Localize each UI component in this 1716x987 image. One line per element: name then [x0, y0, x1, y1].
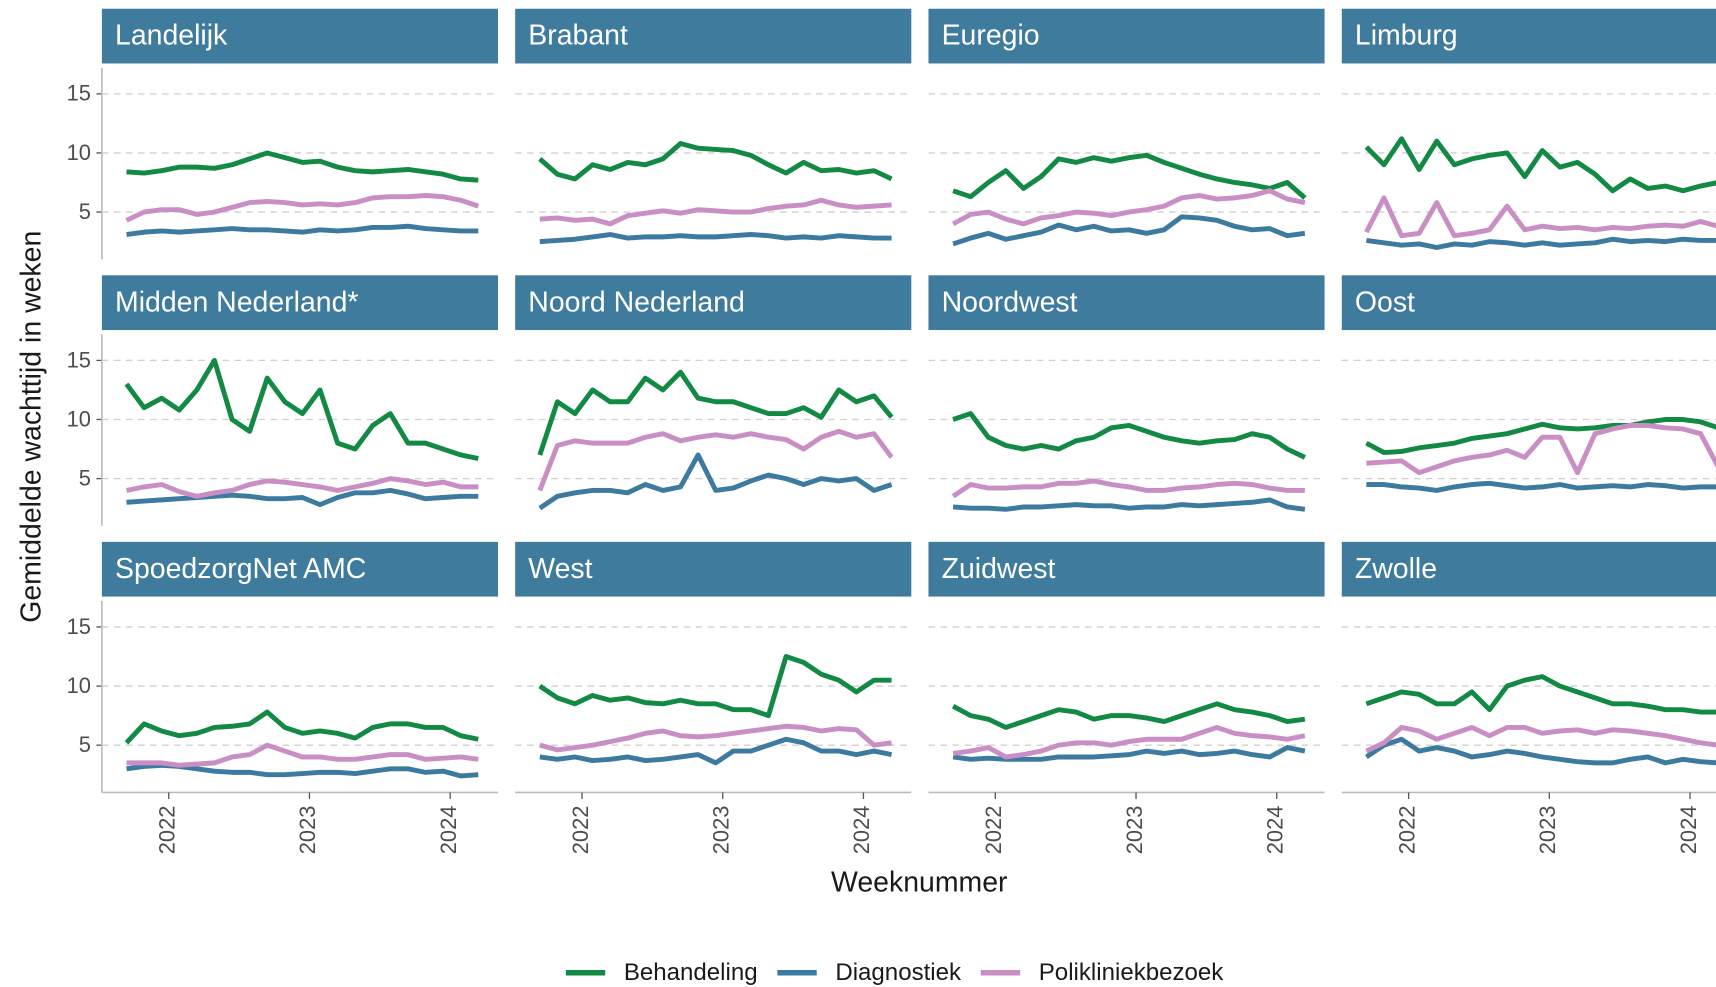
- facet-title: Landelijk: [115, 20, 228, 52]
- facet-title: Zwolle: [1355, 553, 1437, 585]
- facet-strip: [101, 541, 498, 597]
- facet-title: SpoedzorgNet AMC: [115, 553, 366, 585]
- facet-title: Brabant: [528, 20, 628, 52]
- y-tick-label: 10: [67, 140, 91, 165]
- facet-strip: [928, 275, 1325, 331]
- series-line: [126, 223, 479, 237]
- series-line: [952, 214, 1306, 247]
- x-tick-label: 2024: [1263, 806, 1288, 855]
- facet-strip: [928, 541, 1325, 597]
- series-line: [1365, 417, 1716, 456]
- x-tick-label: 2023: [709, 806, 734, 855]
- legend-label: Behandeling: [624, 959, 758, 986]
- x-tick-label: 2023: [1122, 806, 1147, 855]
- series-line: [126, 487, 479, 508]
- x-tick-label: 2022: [568, 806, 593, 855]
- y-tick-label: 5: [79, 199, 91, 224]
- facet-strip: [515, 275, 912, 331]
- y-tick-label: 15: [67, 614, 91, 639]
- y-tick-label: 10: [67, 406, 91, 431]
- facet-title: Noordwest: [942, 286, 1078, 318]
- facet-title: Oost: [1355, 286, 1415, 318]
- x-tick-label: 2023: [295, 806, 320, 855]
- series-line: [1366, 480, 1716, 493]
- series-line: [952, 497, 1306, 512]
- series-line: [951, 478, 1305, 499]
- series-line: [1365, 736, 1716, 766]
- series-line: [539, 197, 892, 227]
- y-tick-label: 5: [79, 465, 91, 490]
- facet-title: Noord Nederland: [528, 286, 745, 318]
- x-tick-label: 2023: [1535, 806, 1560, 855]
- x-axis-title: Weeknummer: [831, 867, 1007, 899]
- series-line: [951, 701, 1306, 730]
- series-line: [538, 141, 893, 182]
- legend-label: Polikliniekbezoek: [1039, 959, 1225, 986]
- series-line: [126, 742, 479, 768]
- y-axis-title: Gemiddelde wachttijd in weken: [15, 231, 47, 623]
- series-line: [1364, 195, 1716, 239]
- series-line: [1365, 674, 1716, 715]
- facet-title: West: [528, 553, 592, 585]
- x-tick-label: 2024: [1676, 806, 1701, 855]
- series-line: [1366, 236, 1716, 250]
- series-line: [126, 476, 479, 499]
- series-line: [951, 188, 1306, 227]
- y-tick-label: 10: [67, 673, 91, 698]
- facet-strip: [1341, 275, 1716, 331]
- x-tick-label: 2022: [155, 806, 180, 855]
- series-line: [952, 411, 1306, 460]
- facet-strip: [1341, 541, 1716, 597]
- x-tick-label: 2022: [1394, 806, 1419, 855]
- series-line: [539, 232, 892, 245]
- series-line: [1366, 422, 1716, 476]
- series-line: [952, 152, 1307, 200]
- facet-title: Midden Nederland*: [115, 286, 358, 318]
- y-tick-label: 15: [67, 347, 91, 372]
- series-line: [539, 736, 893, 766]
- series-line: [538, 654, 892, 719]
- x-tick-label: 2022: [981, 806, 1006, 855]
- facet-strip: [101, 8, 498, 64]
- facet-strip: [928, 8, 1325, 64]
- facet-strip: [101, 275, 498, 331]
- y-tick-label: 5: [79, 732, 91, 757]
- facet-strip: [515, 541, 912, 597]
- series-line: [952, 724, 1306, 760]
- series-line: [538, 452, 893, 511]
- series-line: [126, 150, 479, 183]
- facet-title: Limburg: [1355, 20, 1458, 52]
- facet-title: Euregio: [942, 20, 1040, 52]
- y-tick-label: 15: [67, 81, 91, 106]
- series-line: [1364, 136, 1716, 194]
- facet-strip: [515, 8, 912, 64]
- legend-label: Diagnostiek: [835, 959, 962, 986]
- series-line: [125, 193, 480, 223]
- series-line: [1365, 724, 1716, 754]
- series-line: [124, 357, 479, 461]
- series-line: [537, 369, 894, 456]
- series-line: [539, 723, 892, 753]
- series-line: [952, 745, 1306, 762]
- x-tick-label: 2024: [849, 806, 874, 855]
- facet-strip: [1341, 8, 1716, 64]
- facet-title: Zuidwest: [942, 553, 1056, 585]
- series-line: [124, 709, 479, 745]
- x-tick-label: 2024: [436, 806, 461, 855]
- series-line: [537, 428, 894, 492]
